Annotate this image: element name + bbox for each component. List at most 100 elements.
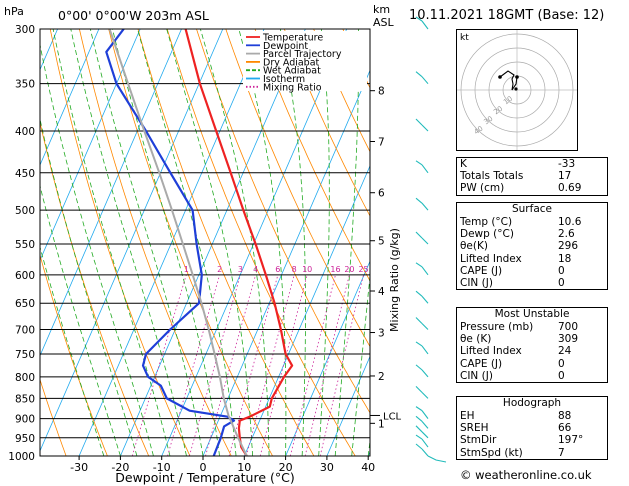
hodograph-kt-label: kt [460, 33, 469, 43]
index-value: 0 [558, 369, 565, 382]
index-label: CAPE (J) [460, 264, 503, 277]
wet-adiabat-line [70, 29, 187, 456]
wind-barb [421, 345, 429, 355]
wind-barb-flag [415, 71, 423, 78]
index-value: 296 [558, 240, 579, 253]
km-tick-label: 8 [378, 86, 385, 98]
wind-barb [421, 266, 429, 276]
index-row: StmDir 197° [457, 434, 607, 446]
x-tick-label: 30 [320, 461, 334, 474]
x-axis-label: Dewpoint / Temperature (°C) [115, 470, 294, 485]
index-label: θe (K) [460, 333, 492, 346]
index-label: Lifted Index [460, 345, 522, 358]
index-row: SREH 66 [457, 422, 607, 434]
index-value: 10.6 [558, 216, 582, 228]
x-tick-label: -30 [70, 461, 88, 474]
dry-adiabat-line [40, 378, 67, 456]
surface-box: Surface Temp (°C) 10.6 Dewp (°C) 2.6 θe(K) 29… [456, 202, 608, 291]
mixing-ratio-line [189, 274, 241, 456]
hodograph-box-title: Hodograph [502, 397, 562, 409]
index-row: Lifted Index 18 [457, 253, 607, 265]
index-row: CAPE (J) 0 [457, 265, 607, 277]
series-line-temperature [184, 29, 294, 456]
wind-barb [421, 164, 429, 174]
pressure-tick-label: 650 [15, 298, 35, 310]
pressure-tick-label: 300 [15, 24, 35, 36]
x-tick-label: -10 [153, 461, 171, 474]
wind-barb-flag [415, 317, 423, 324]
hodograph-box: Hodograph EH 88 SREH 66 StmDir 197° StmSpd (kt… [456, 396, 608, 460]
wind-barb [421, 438, 429, 448]
index-value: 18 [558, 252, 572, 265]
wet-adiabat-line [52, 29, 171, 456]
index-value: 2.6 [558, 228, 575, 241]
index-label: K [460, 158, 467, 170]
mixing-ratio-line [167, 274, 221, 456]
dry-adiabat-line [283, 29, 370, 217]
wind-barb-flag [415, 231, 423, 239]
wind-barb [421, 391, 429, 399]
legend-background [243, 31, 367, 91]
index-value: 0 [558, 264, 565, 277]
wind-barb [421, 295, 429, 304]
index-value: 7 [558, 446, 565, 459]
dry-adiabat-line [313, 29, 370, 153]
pressure-tick-label: 950 [15, 433, 35, 445]
km-tick-label: 1 [378, 418, 385, 430]
mixing-ratio-value: 8 [292, 265, 297, 274]
pressure-tick-label: 600 [15, 270, 35, 282]
km-tick-label: 6 [378, 188, 385, 200]
isotherm-line [40, 29, 182, 357]
index-row: Lifted Index 24 [457, 345, 607, 357]
indices-box: K -33 Totals Totals 17 PW (cm) 0.69 [456, 157, 608, 196]
index-value: 309 [558, 333, 579, 346]
hodograph-trace [499, 70, 515, 91]
index-label: CAPE (J) [460, 357, 503, 370]
lcl-label: LCL [383, 411, 402, 422]
mixing-ratio-line [289, 274, 336, 456]
series-line-dewpoint [105, 29, 236, 456]
asl-label: ASL [373, 16, 394, 29]
index-label: Temp (°C) [460, 216, 513, 228]
wind-barb [421, 323, 429, 330]
index-row: K -33 [457, 158, 607, 170]
wind-barb [421, 237, 429, 245]
most-unstable-title: Most Unstable [494, 308, 570, 320]
pressure-tick-label: 1000 [8, 451, 35, 463]
axis-ticks: 3003504004505005506006507007508008509009… [8, 24, 401, 474]
pressure-tick-label: 400 [15, 126, 35, 138]
wind-barb [421, 369, 429, 378]
index-label: CIN (J) [460, 369, 493, 382]
pressure-tick-label: 450 [15, 168, 35, 180]
index-label: Lifted Index [460, 252, 522, 265]
isotherm-line [285, 260, 370, 456]
wind-barb-flag [415, 406, 423, 412]
wet-adiabat-line [137, 29, 237, 456]
km-tick-label: 3 [378, 328, 385, 340]
hodograph-ring-label: 20 [492, 105, 504, 117]
wind-barb-flag [415, 262, 423, 268]
index-label: Dewp (°C) [460, 228, 514, 241]
wind-barb [421, 410, 429, 419]
legend-entry: Dry Adiabat [263, 57, 320, 68]
index-row: Pressure (mb) 700 [457, 321, 607, 333]
isotherm-line [243, 164, 370, 456]
pressure-tick-label: 350 [15, 79, 35, 91]
legend-entry: Mixing Ratio [263, 82, 322, 93]
hodograph-ring-label: 30 [482, 115, 494, 127]
index-value: 0 [558, 277, 565, 290]
km-tick-label: 2 [378, 371, 385, 383]
wet-adiabat-line [334, 29, 360, 456]
km-tick-label: 5 [378, 236, 385, 248]
mixing-ratio-value: 4 [253, 265, 258, 274]
pressure-unit-label: hPa [4, 5, 24, 18]
mixing-ratio-value: 16 [330, 265, 340, 274]
wind-barb-flag [415, 434, 423, 440]
most-unstable-box: Most Unstable Pressure (mb) 700 θe (K) 309 L… [456, 307, 608, 384]
index-label: SREH [460, 422, 489, 435]
legend-entry: Isotherm [263, 74, 305, 85]
x-tick-label: 20 [279, 461, 293, 474]
index-value: 24 [558, 345, 572, 358]
mixing-ratio-value: 10 [302, 265, 312, 274]
